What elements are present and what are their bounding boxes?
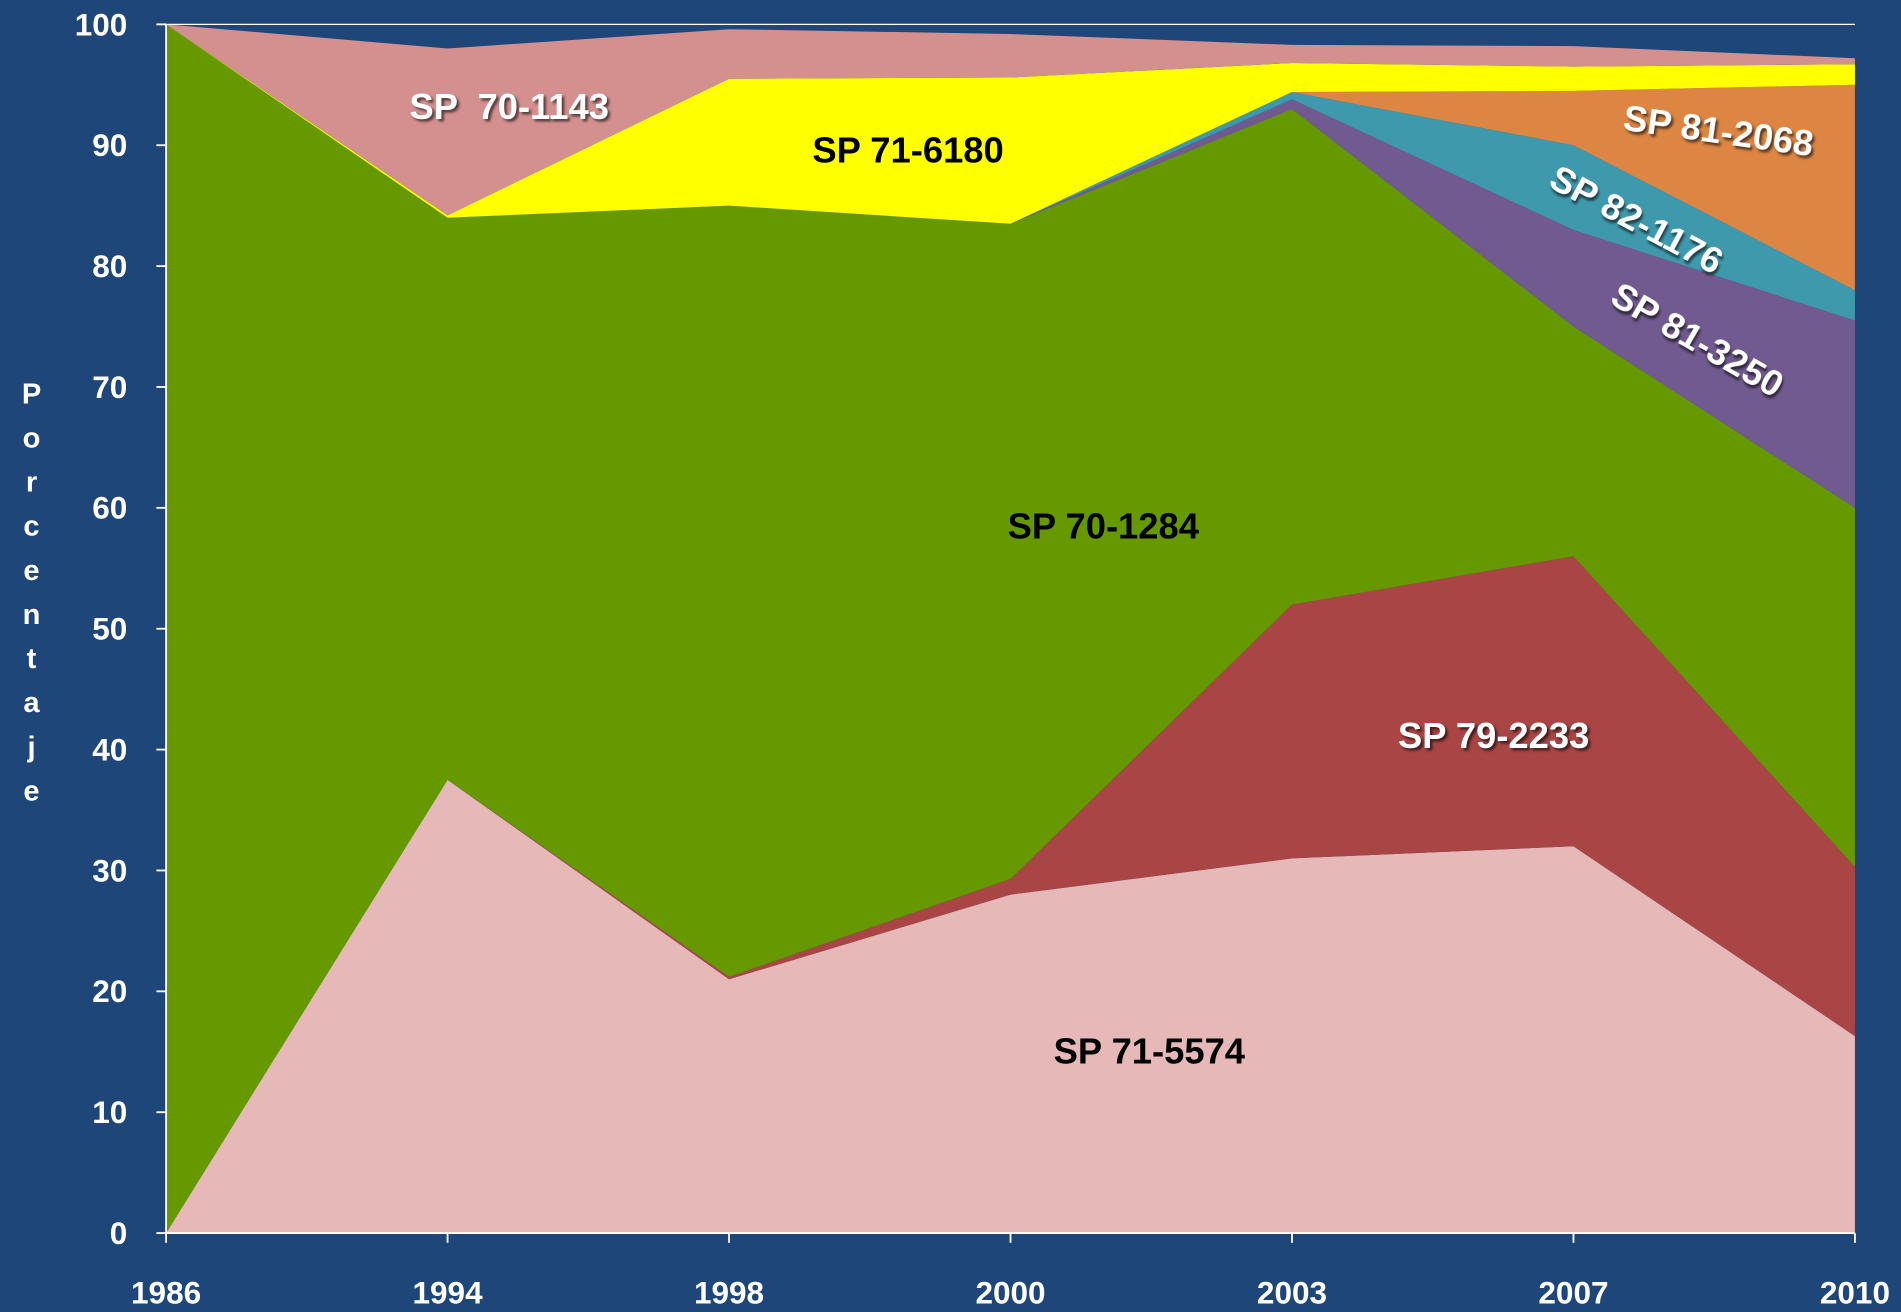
x-tick-label: 1998 (694, 1274, 764, 1310)
y-tick-label: 30 (92, 852, 127, 888)
area (166, 24, 1855, 508)
x-tick-label: 2007 (1538, 1274, 1608, 1310)
area (166, 24, 1855, 224)
y-tick-label: 20 (92, 973, 127, 1009)
x-tick-label: 1994 (413, 1274, 484, 1310)
y-tick-label: 100 (75, 6, 128, 42)
series-label: SP 70-1284 (1008, 505, 1200, 546)
area (166, 24, 1855, 321)
y-tick-label: 90 (92, 127, 127, 163)
y-tick-label: 80 (92, 248, 127, 284)
y-tick-label: 0 (110, 1215, 128, 1251)
area (166, 556, 1855, 1234)
series-label: SP 70-1143 (409, 86, 608, 127)
y-tick-label: 50 (92, 611, 127, 647)
series-label: SP 79-2233 (1398, 715, 1589, 756)
x-tick-label: 2003 (1257, 1274, 1327, 1310)
series-label: SP 71-5574 (1054, 1030, 1246, 1071)
y-tick-label: 60 (92, 490, 127, 526)
area (166, 24, 1855, 1234)
y-tick-label: 40 (92, 732, 127, 768)
y-tick-label: 70 (92, 369, 127, 405)
x-tick-label: 2010 (1820, 1274, 1890, 1310)
x-tick-label: 1986 (131, 1274, 201, 1310)
series-label: SP 71-6180 (812, 130, 1003, 171)
y-tick-label: 10 (92, 1094, 127, 1130)
area (166, 24, 1855, 216)
y-axis-label: Porcentaje (16, 378, 48, 819)
x-tick-label: 2000 (975, 1274, 1045, 1310)
area (166, 779, 1855, 1234)
